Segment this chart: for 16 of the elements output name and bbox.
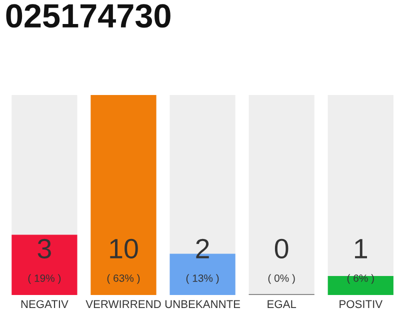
data-label: ( 63% ) [107, 274, 140, 284]
annotation: 10 [110, 238, 138, 258]
chart-title: 025174730 [6, 4, 170, 28]
annotation: 2 [196, 238, 209, 258]
data-label: ( 13% ) [186, 274, 219, 284]
data-label: ( 19% ) [28, 274, 61, 284]
annotation: 1 [355, 239, 368, 258]
x-tick-label: VERWIRREND [86, 300, 161, 308]
x-tick-label: EGAL [268, 300, 296, 308]
x-tick-label: UNBEKANNTE [165, 300, 240, 308]
data-label: ( 6% ) [347, 274, 374, 284]
data-label: ( 0% ) [268, 274, 295, 284]
annotation: 0 [274, 238, 288, 258]
x-tick-label: NEGATIV [21, 300, 68, 308]
annotation: 3 [38, 238, 51, 258]
x-tick-label: POSITIV [340, 300, 383, 308]
